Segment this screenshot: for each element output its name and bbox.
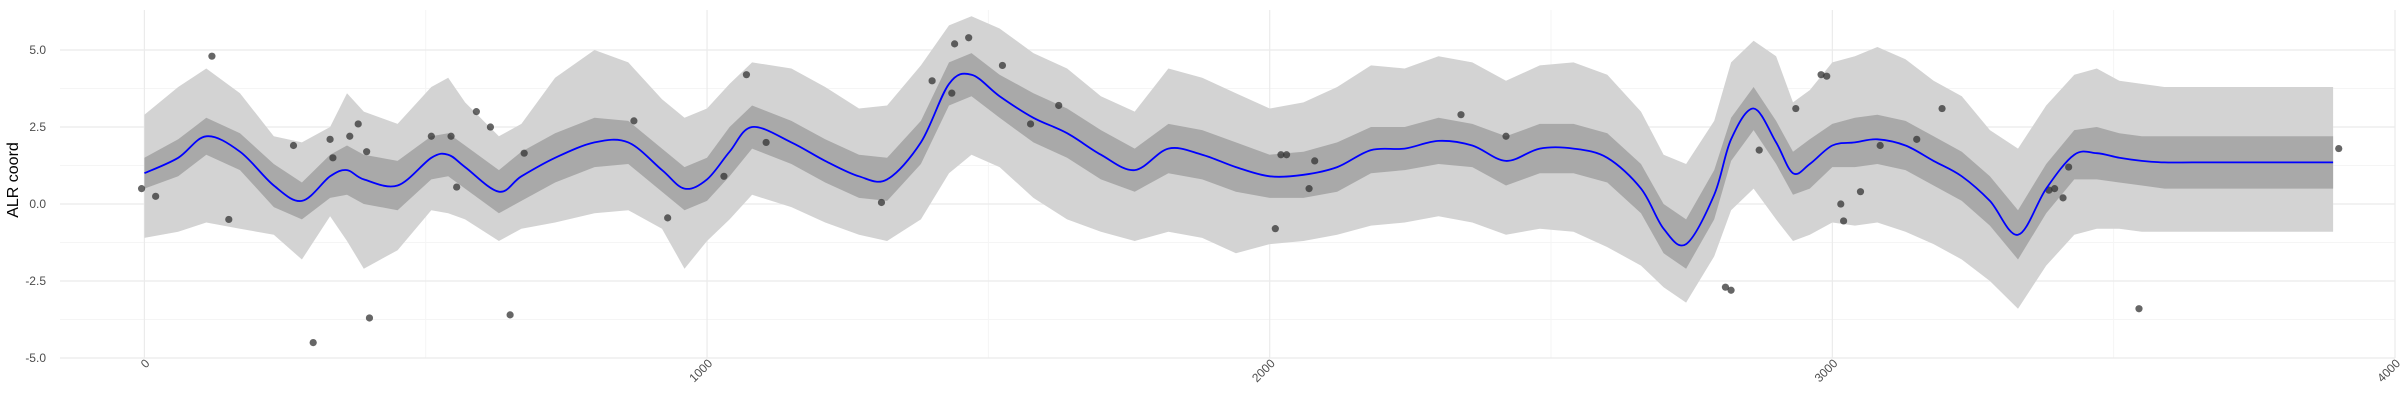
data-point xyxy=(630,117,638,125)
data-point xyxy=(1755,146,1763,154)
y-axis-ticks: -5.0 -2.5 0.0 2.5 5.0 xyxy=(25,43,46,365)
data-point xyxy=(354,120,362,128)
data-point xyxy=(309,339,317,347)
data-point xyxy=(208,52,216,60)
data-point xyxy=(1277,151,1285,159)
mean-line xyxy=(144,72,2334,247)
data-point xyxy=(289,141,298,150)
x-axis-ticks: 0 1000 2000 3000 4000 xyxy=(138,356,2400,385)
x-tick-label: 2000 xyxy=(1249,356,1278,385)
data-point xyxy=(1271,225,1279,233)
data-point xyxy=(326,135,334,143)
data-point xyxy=(1282,151,1291,159)
data-point xyxy=(1817,71,1825,79)
confidence-bands xyxy=(144,16,2334,309)
data-point xyxy=(1913,135,1921,143)
y-tick-label: -2.5 xyxy=(25,274,46,288)
data-point xyxy=(664,214,672,222)
data-points xyxy=(137,34,2343,347)
data-point xyxy=(329,154,337,162)
data-point xyxy=(998,61,1007,70)
data-point xyxy=(762,138,770,147)
data-point xyxy=(1856,188,1865,196)
data-point xyxy=(1055,101,1063,110)
y-tick-label: 0.0 xyxy=(29,197,46,211)
y-axis-title: ALR coord xyxy=(5,142,22,218)
data-point xyxy=(2135,305,2143,313)
data-point xyxy=(2059,194,2067,202)
data-point xyxy=(427,132,435,140)
data-point xyxy=(1721,283,1730,291)
data-point xyxy=(1502,132,1510,140)
y-tick-label: -5.0 xyxy=(25,351,46,365)
data-point xyxy=(225,215,233,224)
data-point xyxy=(1840,217,1848,225)
data-point xyxy=(720,172,728,180)
data-point xyxy=(1311,157,1319,165)
data-point xyxy=(1837,200,1845,208)
data-point xyxy=(472,108,480,116)
data-point xyxy=(486,123,495,131)
y-tick-label: 2.5 xyxy=(29,120,46,134)
data-point xyxy=(742,71,751,79)
data-point xyxy=(2335,144,2343,153)
data-point xyxy=(137,185,146,193)
data-point xyxy=(363,148,371,156)
data-point xyxy=(506,311,514,319)
data-point xyxy=(965,34,973,42)
data-point xyxy=(948,89,956,97)
data-point xyxy=(346,132,354,140)
data-point xyxy=(1457,111,1465,119)
data-point xyxy=(1305,185,1313,193)
data-point xyxy=(877,198,886,207)
data-point xyxy=(951,40,959,48)
x-tick-label: 4000 xyxy=(2374,356,2400,385)
data-point xyxy=(2050,185,2059,193)
data-point xyxy=(453,183,461,191)
data-point xyxy=(1876,141,1884,150)
x-tick-label: 3000 xyxy=(1812,356,1841,385)
data-point xyxy=(1727,286,1735,294)
inner-band xyxy=(144,53,2334,269)
data-point xyxy=(447,132,455,140)
data-point xyxy=(928,77,936,85)
y-tick-label: 5.0 xyxy=(29,43,46,57)
data-point xyxy=(1823,72,1831,80)
data-point xyxy=(1792,104,1800,113)
x-tick-label: 1000 xyxy=(686,356,715,385)
data-point xyxy=(2065,163,2073,171)
data-point xyxy=(365,314,374,322)
data-point xyxy=(1026,120,1035,128)
data-point xyxy=(520,149,528,157)
data-point xyxy=(1938,104,1946,113)
data-point xyxy=(152,192,160,200)
